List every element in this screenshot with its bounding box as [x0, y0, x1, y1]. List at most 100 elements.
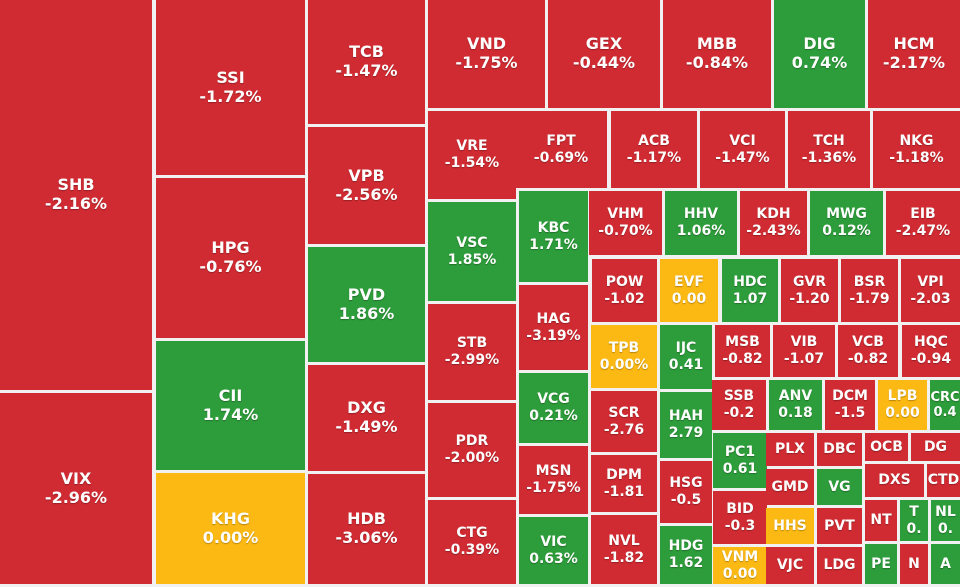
treemap-cell-DG[interactable]: DG — [911, 433, 960, 461]
cell-change: -1.18% — [889, 149, 944, 166]
treemap-cell-SSI[interactable]: SSI -1.72% — [156, 0, 305, 175]
treemap-cell-SCR[interactable]: SCR -2.76 — [591, 391, 657, 452]
cell-ticker: GMD — [771, 478, 809, 495]
treemap-cell-VCI[interactable]: VCI -1.47% — [700, 111, 785, 188]
treemap-cell-PE[interactable]: PE — [865, 544, 897, 584]
treemap-cell-BID[interactable]: BID -0.3 — [713, 491, 767, 544]
treemap-cell-VCB[interactable]: VCB -0.82 — [838, 325, 898, 377]
treemap-cell-HQC[interactable]: HQC -0.94 — [902, 325, 960, 377]
treemap-cell-STB[interactable]: STB -2.99% — [428, 304, 516, 400]
treemap-cell-VJC[interactable]: VJC — [766, 547, 814, 584]
treemap-cell-NVL[interactable]: NVL -1.82 — [591, 515, 657, 584]
treemap-cell-ANV[interactable]: ANV 0.18 — [769, 380, 822, 430]
treemap-cell-DBC[interactable]: DBC — [817, 433, 862, 466]
treemap-cell-GMD[interactable]: GMD — [766, 469, 814, 505]
treemap-cell-VPI[interactable]: VPI -2.03 — [901, 259, 960, 322]
treemap-cell-CTD[interactable]: CTD — [927, 464, 960, 497]
treemap-cell-CTG[interactable]: CTG -0.39% — [428, 500, 516, 584]
cell-change: 0. — [906, 520, 922, 537]
cell-change: -1.02 — [604, 290, 645, 307]
treemap-cell-VRE[interactable]: VRE -1.54% — [428, 111, 516, 199]
treemap-cell-LPB[interactable]: LPB 0.00 — [878, 380, 927, 430]
treemap-cell-HDG[interactable]: HDG 1.62 — [660, 526, 712, 584]
cell-ticker: HCM — [893, 34, 935, 54]
treemap-cell-CII[interactable]: CII 1.74% — [156, 341, 305, 470]
treemap-cell-FPT[interactable]: FPT -0.69% — [515, 111, 607, 188]
treemap-cell-DIG[interactable]: DIG 0.74% — [774, 0, 865, 108]
treemap-cell-HAH[interactable]: HAH 2.79 — [660, 392, 712, 458]
cell-ticker: FPT — [546, 132, 576, 149]
cell-change: -0.39% — [444, 542, 500, 558]
treemap-cell-VPB[interactable]: VPB -2.56% — [308, 127, 425, 244]
treemap-cell-DXS[interactable]: DXS — [865, 464, 924, 497]
treemap-cell-VNM[interactable]: VNM 0.00 — [713, 547, 767, 584]
cell-ticker: VIX — [60, 468, 92, 488]
treemap-cell-KHG[interactable]: KHG 0.00% — [156, 473, 305, 584]
treemap-cell-HAG[interactable]: HAG -3.19% — [519, 285, 588, 370]
cell-change: -2.16% — [44, 194, 108, 213]
treemap-cell-MWG[interactable]: MWG 0.12% — [810, 191, 883, 255]
cell-ticker: HHV — [683, 206, 719, 223]
treemap-cell-VCG[interactable]: VCG 0.21% — [519, 373, 588, 443]
treemap-cell-VG[interactable]: VG — [817, 469, 862, 505]
treemap-cell-TPB[interactable]: TPB 0.00% — [591, 325, 657, 388]
treemap-cell-PVT[interactable]: PVT — [817, 508, 862, 544]
treemap-cell-NKG[interactable]: NKG -1.18% — [873, 111, 960, 188]
treemap-cell-POW[interactable]: POW -1.02 — [592, 259, 657, 322]
treemap-cell-VND[interactable]: VND -1.75% — [428, 0, 545, 108]
treemap-cell-TCH[interactable]: TCH -1.36% — [788, 111, 870, 188]
treemap-cell-VHM[interactable]: VHM -0.70% — [589, 191, 662, 255]
treemap-cell-HSG[interactable]: HSG -0.5 — [660, 461, 712, 523]
treemap-cell-HPG[interactable]: HPG -0.76% — [156, 178, 305, 338]
treemap-cell-KBC[interactable]: KBC 1.71% — [519, 191, 588, 282]
cell-change: -2.43% — [746, 223, 801, 239]
treemap-cell-A[interactable]: A — [931, 544, 960, 584]
treemap-cell-VSC[interactable]: VSC 1.85% — [428, 202, 516, 301]
treemap-cell-T[interactable]: T 0. — [900, 500, 928, 541]
treemap-cell-HHV[interactable]: HHV 1.06% — [665, 191, 737, 255]
treemap-cell-GEX[interactable]: GEX -0.44% — [548, 0, 660, 108]
treemap-cell-DPM[interactable]: DPM -1.81 — [591, 455, 657, 512]
treemap-cell-GVR[interactable]: GVR -1.20 — [781, 259, 838, 322]
treemap-cell-DCM[interactable]: DCM -1.5 — [825, 380, 875, 430]
treemap-cell-HDC[interactable]: HDC 1.07 — [722, 259, 778, 322]
cell-change: 0.00 — [671, 290, 707, 307]
cell-change: 1.71% — [529, 236, 578, 253]
treemap-cell-PDR[interactable]: PDR -2.00% — [428, 403, 516, 497]
treemap-cell-HDB[interactable]: HDB -3.06% — [308, 474, 425, 584]
treemap-cell-ACB[interactable]: ACB -1.17% — [611, 111, 697, 188]
cell-change: -0.2 — [723, 405, 755, 421]
treemap-cell-NT[interactable]: NT — [865, 500, 897, 541]
treemap-cell-VIB[interactable]: VIB -1.07 — [773, 325, 835, 377]
treemap-cell-MSB[interactable]: MSB -0.82 — [715, 325, 770, 377]
treemap-cell-HHS[interactable]: HHS — [766, 508, 814, 544]
cell-ticker: EIB — [910, 206, 936, 223]
treemap-cell-EVF[interactable]: EVF 0.00 — [660, 259, 718, 322]
treemap-cell-MBB[interactable]: MBB -0.84% — [663, 0, 771, 108]
cell-change: 0.18 — [778, 405, 813, 421]
treemap-cell-SSB[interactable]: SSB -0.2 — [712, 380, 766, 430]
treemap-cell-PVD[interactable]: PVD 1.86% — [308, 247, 425, 362]
treemap-cell-LDG[interactable]: LDG — [817, 547, 862, 584]
treemap-cell-VIC[interactable]: VIC 0.63% — [519, 517, 588, 584]
treemap-cell-IJC[interactable]: IJC 0.41 — [660, 325, 712, 389]
treemap-cell-N[interactable]: N — [900, 544, 928, 584]
cell-ticker: OCB — [870, 438, 903, 455]
treemap-cell-MSN[interactable]: MSN -1.75% — [519, 446, 588, 514]
treemap-cell-HCM[interactable]: HCM -2.17% — [868, 0, 960, 108]
treemap-cell-KDH[interactable]: KDH -2.43% — [740, 191, 807, 255]
treemap-cell-BSR[interactable]: BSR -1.79 — [841, 259, 898, 322]
treemap-cell-OCB[interactable]: OCB — [865, 433, 908, 461]
treemap-cell-CRC[interactable]: CRC 0.4 — [930, 380, 960, 430]
cell-change: -1.79 — [849, 290, 890, 307]
cell-ticker: KHG — [211, 508, 250, 528]
treemap-cell-NL[interactable]: NL 0. — [931, 500, 960, 541]
treemap-cell-DXG[interactable]: DXG -1.49% — [308, 365, 425, 471]
treemap-cell-SHB[interactable]: SHB -2.16% — [0, 0, 152, 390]
treemap-cell-TCB[interactable]: TCB -1.47% — [308, 0, 425, 124]
treemap-cell-PLX[interactable]: PLX — [766, 433, 814, 466]
treemap-cell-VIX[interactable]: VIX -2.96% — [0, 393, 152, 584]
cell-change: -2.17% — [882, 53, 946, 72]
treemap-cell-PC1[interactable]: PC1 0.61 — [713, 433, 767, 488]
treemap-cell-EIB[interactable]: EIB -2.47% — [886, 191, 960, 255]
